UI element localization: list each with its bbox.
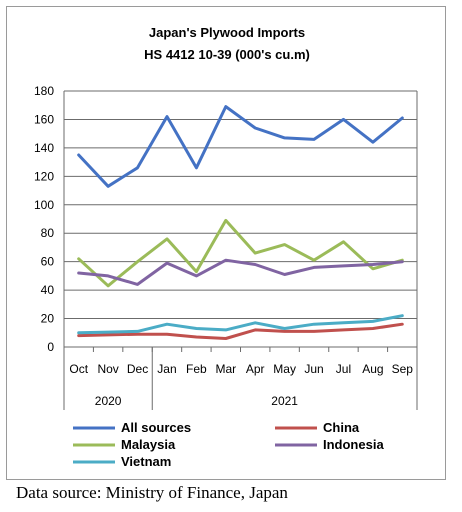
y-tick-label: 80 xyxy=(41,226,55,240)
y-tick-label: 40 xyxy=(41,283,55,297)
chart-frame: Japan's Plywood Imports HS 4412 10-39 (0… xyxy=(6,6,446,480)
series-line-malaysia xyxy=(77,218,404,288)
legend-label-malaysia: Malaysia xyxy=(121,437,176,452)
y-tick-label: 0 xyxy=(47,340,54,354)
data-source-note: Data source: Ministry of Finance, Japan xyxy=(16,483,288,502)
x-tick-label: Apr xyxy=(246,362,265,376)
x-tick-label: Jan xyxy=(157,362,176,376)
axes: 0 20 40 60 80 100 120 140 160 180 Oct Nov Dec Jan Feb M… xyxy=(34,84,418,410)
series-line-china xyxy=(77,322,404,340)
y-tick-label: 20 xyxy=(41,312,55,326)
x-tick-label: Mar xyxy=(215,362,236,376)
y-tick-label: 120 xyxy=(34,169,54,183)
y-tick-label: 100 xyxy=(34,198,54,212)
chart-subtitle: HS 4412 10-39 (000's cu.m) xyxy=(144,47,310,62)
legend-label-vietnam: Vietnam xyxy=(121,454,171,469)
x-tick-label: Oct xyxy=(69,362,88,376)
series-line-all-sources xyxy=(77,105,404,188)
year-label: 2021 xyxy=(271,394,298,408)
x-tick-label: May xyxy=(273,362,296,376)
y-tick-label: 60 xyxy=(41,255,55,269)
line-chart: Japan's Plywood Imports HS 4412 10-39 (0… xyxy=(34,25,418,469)
series-line-indonesia xyxy=(77,258,404,286)
legend: All sources China Malaysia Indonesia Vietnam xyxy=(73,420,384,469)
chart-title: Japan's Plywood Imports xyxy=(149,25,305,40)
x-tick-label: Aug xyxy=(362,362,383,376)
x-tick-label: Sep xyxy=(392,362,414,376)
series-line-vietnam xyxy=(77,314,404,335)
x-tick-label: Nov xyxy=(97,362,118,376)
x-tick-label: Dec xyxy=(127,362,148,376)
y-tick-label: 160 xyxy=(34,112,54,126)
legend-label-china: China xyxy=(323,420,360,435)
y-tick-label: 180 xyxy=(34,84,54,98)
x-tick-label: Feb xyxy=(186,362,207,376)
legend-label-indonesia: Indonesia xyxy=(323,437,384,452)
x-tick-label: Jul xyxy=(336,362,351,376)
year-label: 2020 xyxy=(95,394,122,408)
y-tick-label: 140 xyxy=(34,141,54,155)
legend-label-all-sources: All sources xyxy=(121,420,191,435)
x-tick-label: Jun xyxy=(304,362,323,376)
series-lines xyxy=(77,105,404,340)
gridlines xyxy=(64,90,417,320)
